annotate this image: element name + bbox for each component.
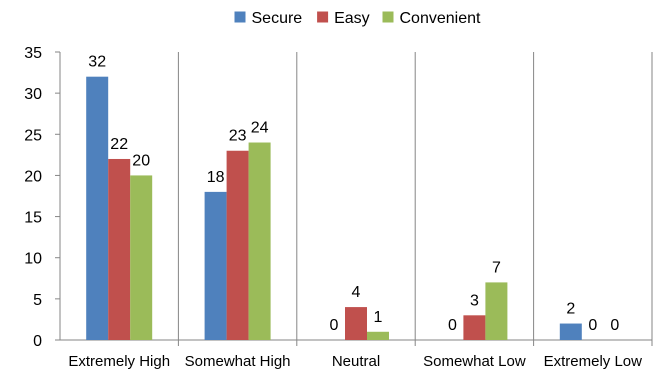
y-tick-label-30: 30 xyxy=(24,86,42,103)
legend-swatch-convenient xyxy=(382,11,394,23)
data-label-convenient-extremely-high: 20 xyxy=(132,152,150,169)
x-tick-label-somewhat-low: Somewhat Low xyxy=(423,353,526,370)
bar-easy-somewhat-low xyxy=(463,315,486,340)
x-tick-label-extremely-high: Extremely High xyxy=(68,353,170,370)
bar-secure-extremely-high xyxy=(86,76,109,340)
bar-easy-extremely-high xyxy=(108,158,131,340)
data-label-convenient-neutral: 1 xyxy=(374,309,383,326)
legend-swatch-secure xyxy=(234,11,246,23)
y-tick-label-25: 25 xyxy=(24,127,42,144)
data-label-convenient-somewhat-high: 24 xyxy=(251,120,269,137)
data-label-easy-somewhat-low: 3 xyxy=(470,292,479,309)
y-tick-label-35: 35 xyxy=(24,45,42,62)
y-tick-label-10: 10 xyxy=(24,251,42,268)
legend-label-convenient: Convenient xyxy=(400,10,482,27)
bar-convenient-extremely-high xyxy=(130,175,153,340)
bars xyxy=(86,76,582,340)
data-label-easy-neutral: 4 xyxy=(352,284,361,301)
data-label-easy-somewhat-high: 23 xyxy=(229,128,247,145)
y-tick-label-15: 15 xyxy=(24,210,42,227)
data-label-easy-extremely-low: 0 xyxy=(588,317,597,334)
bar-easy-somewhat-high xyxy=(226,150,249,340)
data-label-easy-extremely-high: 22 xyxy=(110,136,128,153)
data-label-secure-somewhat-high: 18 xyxy=(207,169,225,186)
data-label-secure-extremely-high: 32 xyxy=(88,54,106,71)
y-tick-label-20: 20 xyxy=(24,168,42,185)
y-tick-label-0: 0 xyxy=(33,333,42,350)
data-label-secure-neutral: 0 xyxy=(330,317,339,334)
legend-label-easy: Easy xyxy=(334,10,370,27)
bar-convenient-somewhat-low xyxy=(485,282,508,340)
bar-convenient-neutral xyxy=(367,331,389,340)
x-tick-label-neutral: Neutral xyxy=(332,353,380,370)
x-tick-label-somewhat-high: Somewhat High xyxy=(185,353,291,370)
data-label-convenient-somewhat-low: 7 xyxy=(492,259,501,276)
data-label-secure-extremely-low: 2 xyxy=(566,301,575,318)
bar-easy-neutral xyxy=(345,307,367,340)
bar-secure-extremely-low xyxy=(559,323,582,340)
bar-secure-somewhat-high xyxy=(204,191,227,340)
legend-label-secure: Secure xyxy=(252,10,303,27)
data-label-secure-somewhat-low: 0 xyxy=(448,317,457,334)
y-tick-label-5: 5 xyxy=(33,292,42,309)
legend: Secure Easy Convenient xyxy=(234,10,482,27)
data-label-convenient-extremely-low: 0 xyxy=(610,317,619,334)
bar-convenient-somewhat-high xyxy=(248,142,271,340)
legend-swatch-easy xyxy=(317,11,329,23)
x-tick-label-extremely-low: Extremely Low xyxy=(544,353,643,370)
